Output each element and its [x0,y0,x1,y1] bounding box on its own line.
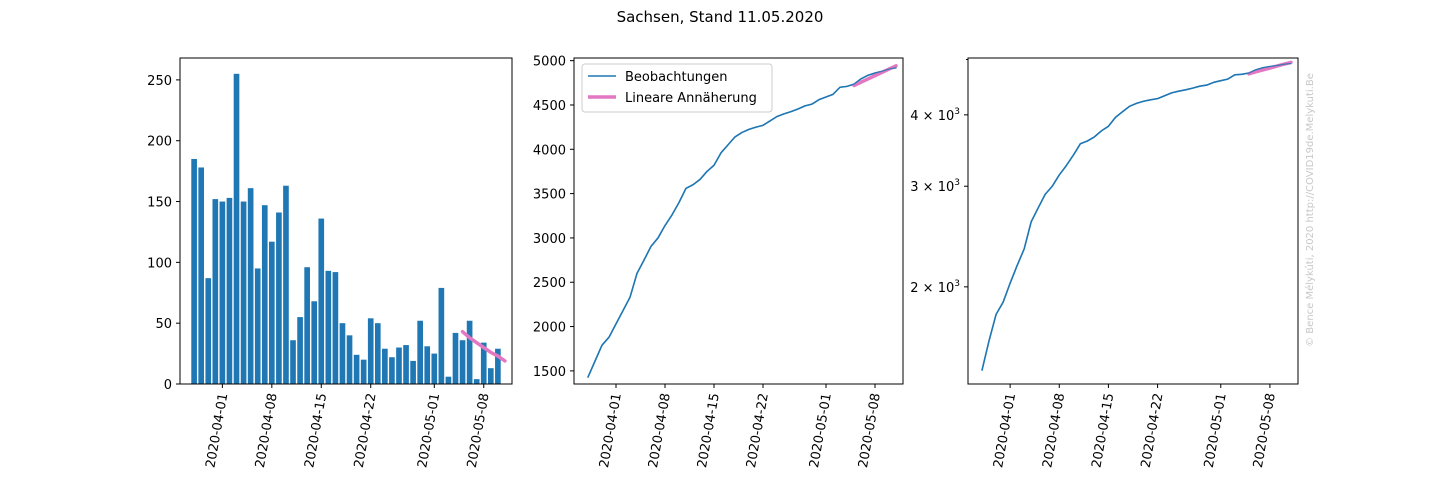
y-tick-label-100: 100 [147,256,172,271]
bar-2020-04-07 [261,205,268,384]
x-tick-label-2020-05-01: 2020-05-01 [807,392,835,469]
y-tick-label-4000: 4 × 103 [910,107,960,124]
y-tick-label-2500: 2500 [533,276,566,291]
bar-2020-03-29 [198,167,205,384]
bar-2020-04-06 [254,268,261,384]
y-tick-label-250: 250 [147,74,172,89]
bar-2020-04-28 [410,360,416,384]
x-tick-label-2020-04-01: 2020-04-01 [991,392,1019,469]
plot-frame [573,57,904,385]
bar-2020-03-30 [205,278,212,384]
x-tick-label-2020-04-15: 2020-04-15 [695,392,723,469]
x-tick-label-2020-04-22: 2020-04-22 [744,392,772,469]
bar-2020-05-02 [438,287,445,384]
fit-line [460,329,507,363]
x-tick-label-2020-05-01: 2020-05-01 [415,392,443,469]
bar-2020-05-09 [487,368,494,384]
y-tick-label-3500: 3500 [533,188,566,203]
bar-2020-05-04 [452,332,459,384]
x-tick-label-2020-05-08: 2020-05-08 [465,392,493,469]
bar-2020-04-14 [311,301,318,384]
bar-2020-04-09 [276,212,282,384]
bar-2020-04-11 [290,340,296,384]
y-tick-label-50: 50 [155,317,172,332]
plot-frame [967,57,1299,385]
x-tick-label-2020-04-15: 2020-04-15 [1089,392,1117,469]
x-tick-label-2020-05-01: 2020-05-01 [1202,392,1230,469]
bar-2020-05-01 [431,353,438,384]
legend-label-observed: Beobachtungen [625,70,728,85]
bar-2020-04-30 [424,346,431,384]
y-tick-label-4000: 4000 [533,143,566,158]
bar-2020-04-04 [240,201,247,384]
bar-2020-04-03 [233,73,240,384]
chart-legend: Beobachtungen Lineare Annäherung [581,63,773,113]
bar-2020-04-08 [269,241,275,384]
x-tick-label-2020-04-15: 2020-04-15 [302,392,330,469]
x-tick-label-2020-04-08: 2020-04-08 [253,392,281,469]
observed-series-overlay [587,67,897,378]
x-tick-label-2020-05-08: 2020-05-08 [1251,392,1279,469]
y-tick-label-200: 200 [147,135,172,150]
bar-2020-04-05 [247,188,254,384]
bar-2020-04-20 [353,354,360,384]
bar-2020-05-06 [466,320,473,384]
bar-2020-04-15 [318,218,325,384]
x-tick-label-2020-04-22: 2020-04-22 [1139,392,1167,469]
bar-2020-03-28 [191,158,197,384]
x-tick-label-2020-04-08: 2020-04-08 [646,392,674,469]
bar-2020-04-23 [374,323,381,384]
bar-2020-04-21 [360,359,367,384]
daily-cases-bar-chart: 2020-04-01 2020-04-08 2020-04-15 2020-04-22… [147,57,513,469]
bar-2020-04-24 [382,348,388,384]
x-tick-label-2020-04-22: 2020-04-22 [352,392,380,469]
bar-2020-04-10 [283,185,289,384]
y-tick-label-0: 0 [164,378,172,393]
cumulative-cases-log-chart: 2020-04-01 2020-04-08 2020-04-15 2020-04-22… [910,57,1299,469]
bar-2020-05-10 [495,348,501,384]
bar-2020-04-26 [396,347,402,384]
bar-2020-05-05 [459,340,466,384]
legend-frame [581,63,773,113]
bar-2020-04-02 [226,197,233,384]
plot-frame [179,57,513,385]
bar-2020-04-29 [417,320,423,384]
observed-series-line [587,66,897,378]
y-tick-label-2000: 2000 [533,321,566,336]
figure-title: Sachsen, Stand 11.05.2020 [617,8,824,26]
bar-2020-04-01 [219,201,226,384]
y-tick-label-1500: 1500 [533,365,566,380]
bar-2020-05-03 [445,376,452,384]
x-tick-label-2020-04-01: 2020-04-01 [203,392,231,469]
bar-2020-04-19 [346,335,353,384]
observed-series-overlay [981,62,1292,371]
bar-2020-04-13 [304,267,310,384]
y-tick-label-3000: 3 × 103 [910,178,960,195]
bar-2020-05-07 [473,379,480,384]
y-tick-label-150: 150 [147,196,172,211]
bar-2020-04-27 [403,345,409,384]
bar-2020-04-17 [332,272,339,384]
copyright-watermark: © Bence Mélykúti, 2020 http://COVID19de.… [1304,73,1316,347]
x-tick-label-2020-04-01: 2020-04-01 [597,392,625,469]
bar-2020-04-16 [325,270,332,384]
bar-2020-04-18 [339,323,346,384]
x-tick-label-2020-05-08: 2020-05-08 [856,392,884,469]
observed-series-line [981,62,1292,371]
y-tick-label-3000: 3000 [533,232,566,247]
bar-2020-03-31 [212,199,219,384]
cumulative-cases-linear-chart: 2020-04-01 2020-04-08 2020-04-15 2020-04-22… [533,55,904,469]
bar-2020-04-12 [297,317,303,384]
bar-2020-04-25 [389,357,395,384]
y-tick-label-4500: 4500 [533,99,566,114]
y-tick-label-2000: 2 × 103 [910,279,960,296]
y-tick-label-5000: 5000 [533,55,566,70]
bar-2020-04-22 [367,318,374,384]
x-tick-label-2020-04-08: 2020-04-08 [1040,392,1068,469]
bar-2020-05-08 [480,342,487,384]
legend-label-fit: Lineare Annäherung [625,91,757,106]
